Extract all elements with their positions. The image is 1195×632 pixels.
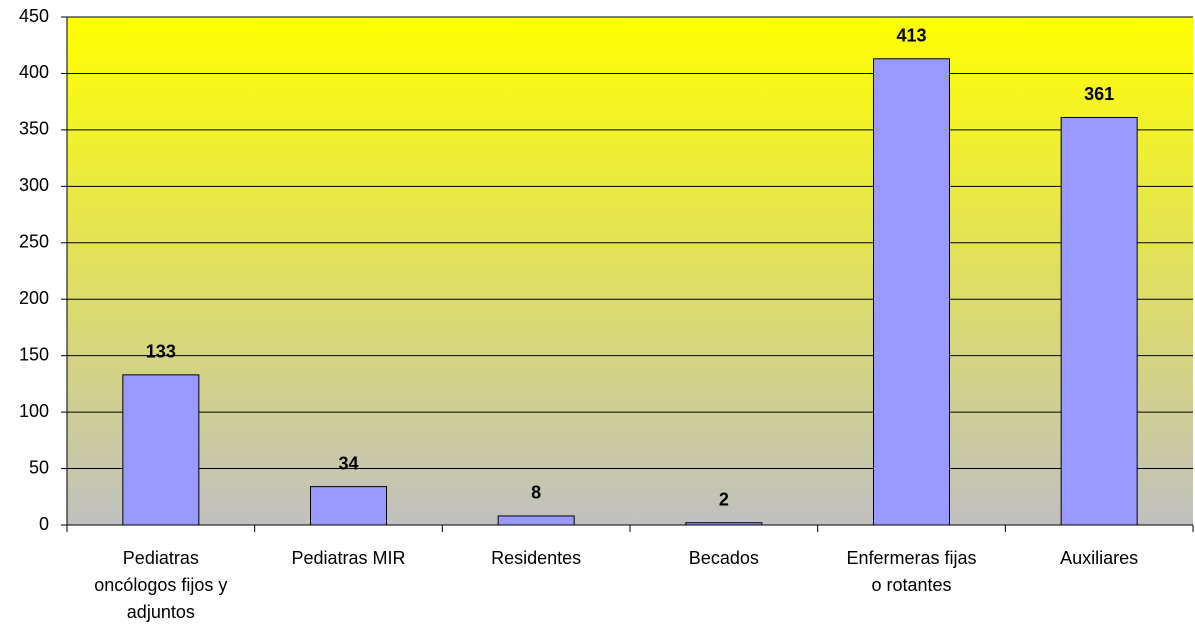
y-tick-label: 0 xyxy=(39,514,49,534)
value-label: 8 xyxy=(531,483,541,503)
y-tick-label: 50 xyxy=(29,457,49,477)
y-tick-label: 250 xyxy=(19,232,49,252)
y-tick-label: 150 xyxy=(19,344,49,364)
value-label: 413 xyxy=(896,26,926,46)
bar xyxy=(497,515,575,526)
bar xyxy=(122,374,200,526)
y-tick-label: 300 xyxy=(19,175,49,195)
bar xyxy=(1060,116,1138,526)
plot-area xyxy=(67,17,1193,525)
value-label: 2 xyxy=(719,489,729,509)
y-tick-label: 100 xyxy=(19,401,49,421)
x-tick-label: oncólogos fijos y xyxy=(94,575,227,595)
x-tick-label: Becados xyxy=(689,548,759,568)
x-tick-label: Pediatras xyxy=(123,548,199,568)
x-tick-label: Pediatras MIR xyxy=(291,548,405,568)
y-tick-label: 400 xyxy=(19,62,49,82)
x-tick-label: o rotantes xyxy=(871,575,951,595)
y-tick-label: 350 xyxy=(19,119,49,139)
bar xyxy=(873,58,950,526)
bar xyxy=(310,486,387,526)
value-label: 34 xyxy=(338,453,358,473)
y-tick-label: 200 xyxy=(19,288,49,308)
y-tick-label: 450 xyxy=(19,6,49,26)
x-tick-label: Auxiliares xyxy=(1060,548,1138,568)
x-tick-label: adjuntos xyxy=(127,602,195,622)
x-tick-label: Enfermeras fijas xyxy=(846,548,976,568)
x-tick-label: Residentes xyxy=(491,548,581,568)
value-label: 361 xyxy=(1084,84,1114,104)
bar xyxy=(685,522,763,526)
value-label: 133 xyxy=(146,342,176,362)
